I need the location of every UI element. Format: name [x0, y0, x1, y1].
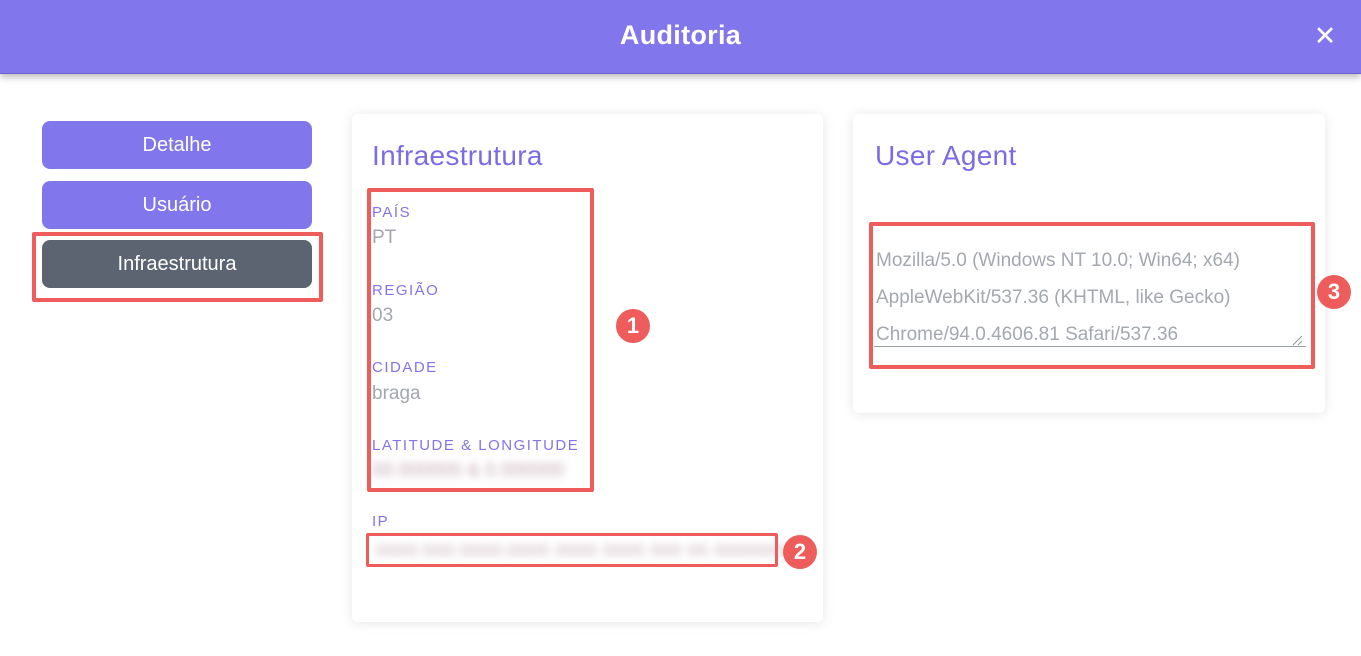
resize-handle-icon[interactable]	[1291, 333, 1303, 351]
field-label-ip: IP	[372, 513, 390, 530]
modal-header: Auditoria ✕	[0, 0, 1361, 74]
field-label-pais: PAÍS	[372, 204, 412, 221]
sidebar-button-detalhe[interactable]: Detalhe	[42, 121, 312, 169]
close-icon[interactable]: ✕	[1305, 16, 1345, 56]
infraestrutura-card-title: Infraestrutura	[372, 140, 543, 171]
card-user-agent: User Agent Mozilla/5.0 (Windows NT 10.0;…	[853, 114, 1325, 413]
field-value-pais: PT	[372, 227, 397, 248]
field-value-regiao: 03	[372, 305, 394, 326]
modal-title: Auditoria	[619, 20, 742, 50]
field-label-regiao: REGIÃO	[372, 282, 440, 299]
user-agent-card-title: User Agent	[875, 140, 1017, 171]
field-value-cidade: braga	[372, 383, 421, 404]
card-infraestrutura: Infraestrutura PAÍS PT REGIÃO 03 CIDADE …	[352, 114, 823, 622]
user-agent-textarea[interactable]: Mozilla/5.0 (Windows NT 10.0; Win64; x64…	[874, 229, 1306, 347]
field-value-ip-redacted: 0000:000:0000:0000 0000 0000 000 00 0000…	[376, 541, 788, 560]
sidebar-button-usuario[interactable]: Usuário	[42, 181, 312, 229]
field-label-latitude-longitude: LATITUDE & LONGITUDE	[372, 437, 580, 454]
field-value-latitude-longitude-redacted: 00.000000 & 0.000000	[372, 460, 565, 481]
sidebar-button-infraestrutura[interactable]: Infraestrutura	[42, 240, 312, 288]
field-label-cidade: CIDADE	[372, 359, 438, 376]
